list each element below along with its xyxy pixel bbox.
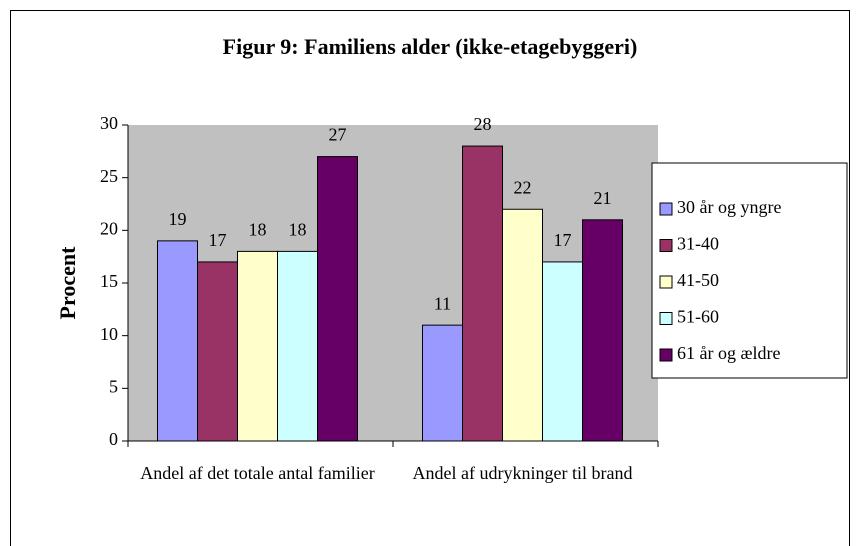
x-tick-label-box: Andel af det totale antal familier — [140, 463, 375, 483]
y-tick-label: 30 — [100, 113, 118, 133]
legend-swatch — [659, 312, 673, 325]
data-label: 17 — [554, 230, 572, 250]
bar — [277, 250, 318, 442]
legend-swatch — [659, 275, 673, 289]
legend-label: 41-50 — [677, 270, 719, 290]
data-label: 19 — [169, 209, 187, 229]
bar — [197, 261, 238, 442]
bar — [542, 261, 583, 442]
bar — [157, 240, 198, 442]
data-label: 21 — [594, 188, 612, 208]
y-tick-label: 0 — [109, 429, 118, 449]
y-tick-label: 25 — [100, 166, 118, 186]
legend-swatch — [659, 239, 673, 252]
y-axis-label: Procent — [55, 246, 80, 320]
legend-label: 31-40 — [677, 234, 719, 254]
chart-title: Figur 9: Familiens alder (ikke-etagebygg… — [223, 34, 638, 59]
bar — [422, 324, 463, 442]
x-tick-label: Andel af udrykninger til brand — [412, 463, 633, 483]
y-tick-label: 15 — [100, 271, 118, 291]
bar — [462, 145, 503, 442]
data-label: 27 — [329, 125, 347, 145]
data-label: 18 — [289, 220, 307, 240]
bar — [317, 156, 358, 442]
legend-label: 30 år og yngre — [677, 197, 781, 217]
bar — [237, 250, 278, 442]
data-label: 18 — [249, 220, 267, 240]
y-tick-label: 10 — [100, 324, 118, 344]
data-label: 28 — [474, 114, 492, 134]
legend-label: 61 år og ældre — [677, 343, 780, 363]
bar — [582, 219, 623, 442]
bar — [502, 208, 543, 442]
y-tick-label: 5 — [109, 376, 118, 396]
legend-label: 51-60 — [677, 307, 719, 327]
legend-swatch — [659, 202, 673, 216]
data-label: 22 — [514, 177, 532, 197]
x-tick-label: Andel af det totale antal familier — [140, 463, 375, 483]
legend-swatch — [659, 348, 673, 362]
legend — [651, 162, 848, 379]
data-label: 17 — [209, 230, 227, 250]
x-tick-label-box: Andel af udrykninger til brand — [412, 463, 633, 483]
data-label: 11 — [434, 293, 451, 313]
y-tick-label: 20 — [100, 218, 118, 238]
